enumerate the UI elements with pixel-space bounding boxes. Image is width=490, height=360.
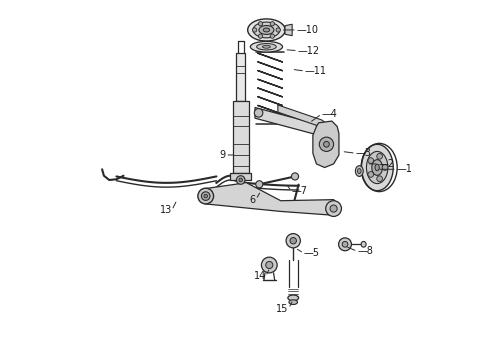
Polygon shape (278, 105, 326, 127)
Circle shape (204, 194, 207, 198)
Circle shape (327, 202, 340, 215)
Ellipse shape (358, 168, 361, 174)
Circle shape (342, 242, 348, 247)
Polygon shape (233, 102, 248, 173)
Text: —4: —4 (322, 109, 338, 119)
Ellipse shape (257, 44, 276, 50)
Text: —1: —1 (397, 164, 413, 174)
Ellipse shape (361, 144, 393, 191)
Ellipse shape (375, 164, 379, 171)
Circle shape (377, 176, 383, 181)
Ellipse shape (247, 19, 285, 41)
Text: 13: 13 (160, 205, 172, 215)
Ellipse shape (263, 28, 270, 32)
Circle shape (339, 238, 351, 251)
Ellipse shape (253, 22, 280, 38)
Text: —5: —5 (304, 248, 320, 258)
Text: 6: 6 (249, 195, 256, 204)
Polygon shape (230, 173, 251, 180)
Text: —12: —12 (298, 46, 320, 56)
Text: —8: —8 (358, 247, 373, 256)
Ellipse shape (372, 159, 383, 175)
Polygon shape (313, 121, 339, 167)
Circle shape (201, 192, 210, 201)
Ellipse shape (259, 26, 274, 35)
Polygon shape (285, 24, 292, 36)
Circle shape (270, 22, 274, 26)
Circle shape (258, 34, 263, 38)
Circle shape (258, 22, 263, 26)
Circle shape (319, 137, 334, 152)
Polygon shape (255, 108, 327, 136)
Ellipse shape (367, 152, 388, 184)
Text: —2: —2 (379, 159, 395, 169)
Circle shape (319, 126, 328, 135)
Circle shape (262, 257, 277, 273)
Polygon shape (198, 183, 339, 215)
Ellipse shape (289, 300, 297, 305)
Text: —3: —3 (356, 148, 371, 158)
Circle shape (254, 109, 263, 117)
Circle shape (323, 141, 329, 147)
Text: —7: —7 (292, 186, 307, 197)
Circle shape (237, 176, 245, 184)
Circle shape (198, 188, 214, 204)
Circle shape (368, 158, 374, 163)
Ellipse shape (263, 45, 270, 48)
Text: 14: 14 (253, 271, 266, 282)
Circle shape (256, 181, 263, 188)
Circle shape (239, 178, 243, 182)
Circle shape (377, 153, 383, 159)
Ellipse shape (288, 295, 298, 301)
Circle shape (270, 34, 274, 38)
Circle shape (290, 238, 296, 244)
Circle shape (286, 234, 300, 248)
Text: —10: —10 (297, 25, 319, 35)
Ellipse shape (361, 242, 366, 247)
Circle shape (331, 206, 337, 211)
Circle shape (368, 172, 374, 177)
Circle shape (326, 201, 342, 216)
Text: 9: 9 (219, 150, 225, 160)
Text: 15: 15 (276, 303, 289, 314)
Text: —11: —11 (305, 66, 327, 76)
Circle shape (330, 205, 337, 212)
Ellipse shape (355, 166, 363, 176)
Circle shape (276, 28, 280, 32)
Polygon shape (237, 53, 245, 102)
Circle shape (382, 165, 388, 170)
Circle shape (292, 173, 298, 180)
Circle shape (266, 261, 273, 269)
Ellipse shape (250, 41, 283, 52)
Circle shape (252, 28, 257, 32)
